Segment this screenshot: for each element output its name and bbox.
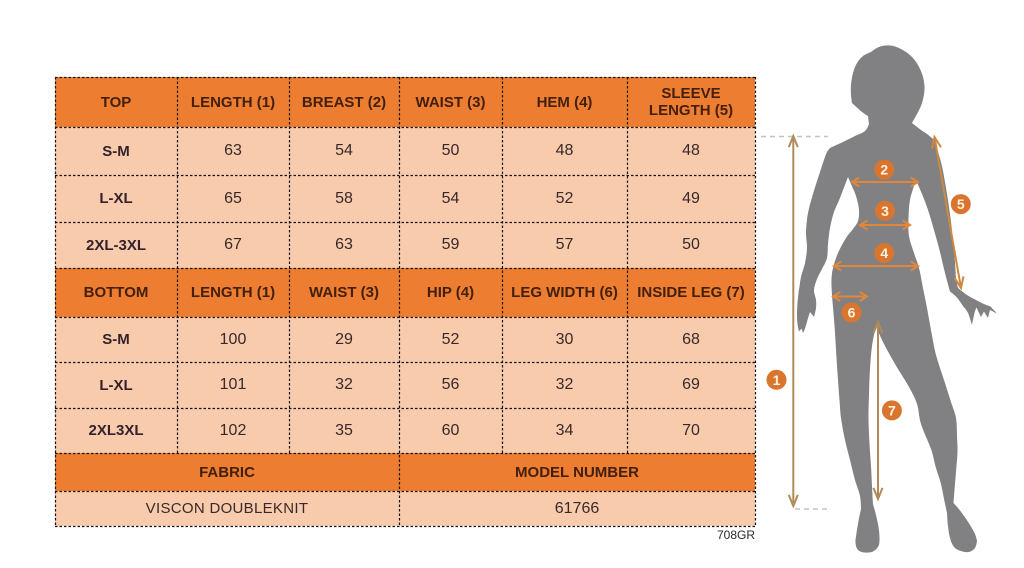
svg-text:3: 3 (881, 203, 889, 219)
svg-text:4: 4 (880, 245, 888, 261)
svg-text:5: 5 (957, 196, 965, 212)
svg-text:1: 1 (773, 372, 781, 388)
svg-text:7: 7 (888, 402, 896, 418)
svg-text:2: 2 (880, 162, 888, 178)
svg-text:6: 6 (848, 305, 856, 321)
